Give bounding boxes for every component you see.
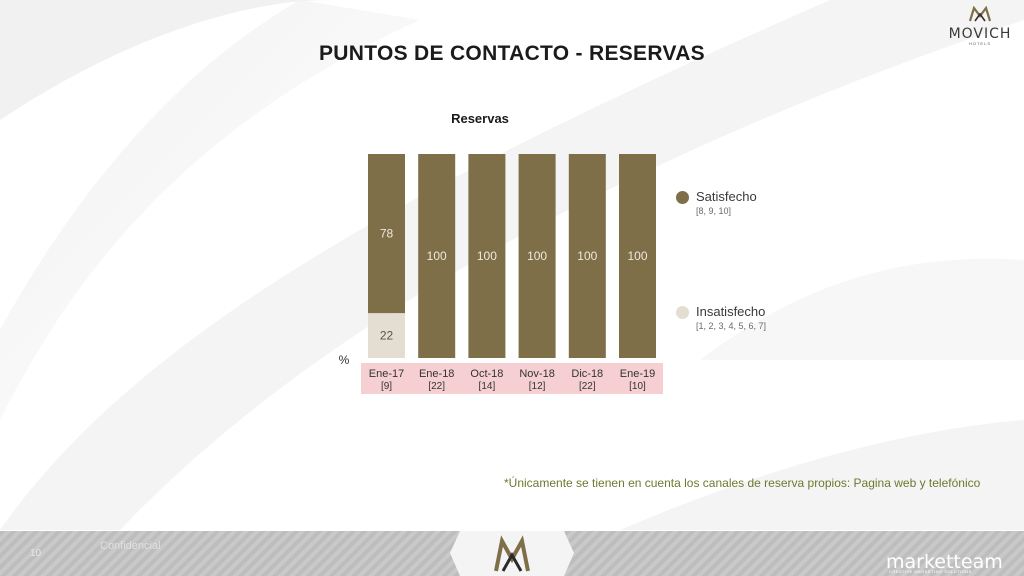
legend-sub-insatisfecho: [1, 2, 3, 4, 5, 6, 7]	[696, 321, 767, 331]
logo-wordmark: MOVICH	[948, 26, 1012, 42]
x-base-label: [22]	[428, 381, 445, 392]
x-axis-label-band	[361, 363, 663, 394]
legend-label-satisfecho: Satisfecho	[696, 189, 757, 204]
data-label-satisfecho: 78	[380, 227, 394, 241]
x-base-label: [22]	[579, 381, 596, 392]
data-label-satisfecho: 100	[627, 249, 647, 263]
footnote: *Únicamente se tienen en cuenta los cana…	[504, 476, 981, 490]
x-tick-label: Dic-18	[571, 368, 603, 380]
bar-satisfecho	[368, 154, 405, 314]
x-base-label: [10]	[629, 381, 646, 392]
unit-label: %	[339, 353, 350, 367]
x-tick-label: Ene-19	[620, 368, 655, 380]
movich-logo: MOVICH HOTELS	[940, 5, 1020, 46]
legend-dot-satisfecho	[676, 191, 689, 204]
movich-m-icon	[968, 5, 992, 22]
x-base-label: [14]	[479, 381, 496, 392]
x-base-label: [9]	[381, 381, 392, 392]
confidential-label: Confidencial	[100, 540, 161, 552]
footer-logo-plate	[450, 531, 574, 576]
chart-title: Reservas	[451, 111, 509, 126]
marketteam-logo: marketteam	[886, 551, 1003, 573]
bar-insatisfecho	[368, 313, 405, 358]
x-tick-label: Ene-17	[369, 368, 404, 380]
legend-sub-satisfecho: [8, 9, 10]	[696, 206, 732, 216]
bar-satisfecho	[568, 154, 606, 358]
page-number: 10	[30, 548, 42, 559]
bar-satisfecho	[518, 154, 556, 358]
logo-subtext: HOTELS	[968, 41, 991, 46]
bar-satisfecho	[418, 154, 456, 358]
x-tick-label: Ene-18	[419, 368, 454, 380]
data-label-insatisfecho: 22	[380, 329, 394, 343]
bar-satisfecho	[619, 154, 656, 358]
x-base-label: [12]	[529, 381, 546, 392]
x-tick-label: Oct-18	[470, 368, 503, 380]
data-label-satisfecho: 100	[577, 249, 597, 263]
page-title: PUNTOS DE CONTACTO - RESERVAS	[319, 42, 705, 65]
data-label-satisfecho: 100	[477, 249, 497, 263]
data-label-satisfecho: 100	[527, 249, 547, 263]
legend-dot-insatisfecho	[676, 306, 689, 319]
bar-satisfecho	[468, 154, 506, 358]
data-label-satisfecho: 100	[427, 249, 447, 263]
marketteam-subtext: CREATIVE MARKETING SOLUTIONS	[889, 569, 972, 574]
legend-label-insatisfecho: Insatisfecho	[696, 304, 766, 319]
x-tick-label: Nov-18	[519, 368, 554, 380]
